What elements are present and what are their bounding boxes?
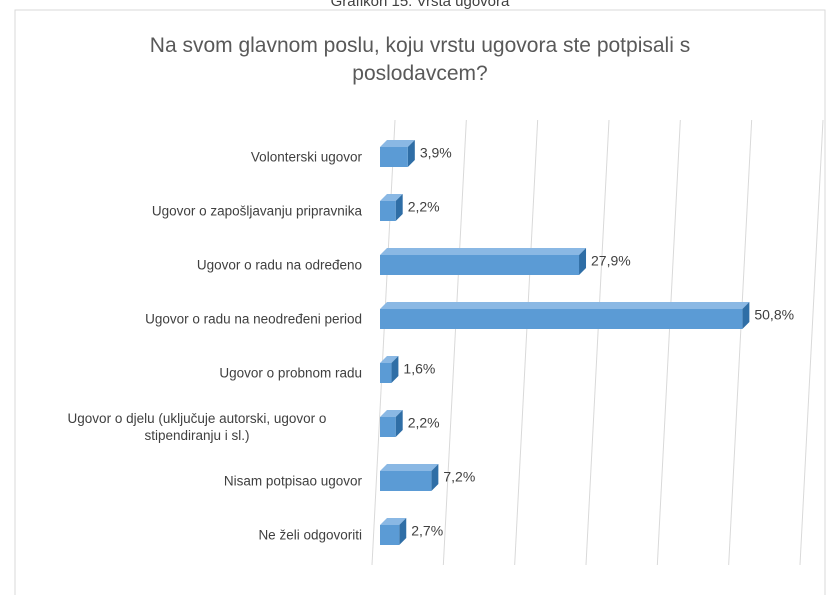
bar-face <box>742 302 750 329</box>
value-label: 1,6% <box>403 361 435 377</box>
bar-face <box>380 302 750 309</box>
bar <box>380 464 439 491</box>
grid-line <box>799 119 824 566</box>
bar <box>380 140 415 167</box>
category-label: Nisam potpisao ugovor <box>223 473 362 489</box>
bar-face <box>380 194 403 201</box>
bar-face <box>391 356 399 383</box>
bar <box>380 194 403 221</box>
bar-face <box>407 140 415 167</box>
bar-face <box>431 464 439 491</box>
bar <box>380 410 403 437</box>
category-label: Ugovor o radu na određeno <box>196 257 362 273</box>
bar-face <box>380 255 580 275</box>
grid-line <box>442 119 467 566</box>
bar-face <box>380 363 392 383</box>
value-label: 2,7% <box>411 523 443 539</box>
category-label: Volonterski ugovor <box>250 149 362 165</box>
value-label: 2,2% <box>408 415 440 431</box>
grid-line <box>656 119 681 566</box>
bar-face <box>380 356 399 363</box>
bar-face <box>380 525 400 545</box>
bar-face <box>380 140 415 147</box>
value-label: 50,8% <box>754 307 794 323</box>
bar <box>380 356 399 383</box>
bar <box>380 518 407 545</box>
grid-line <box>728 119 753 566</box>
bar-face <box>380 147 408 167</box>
value-label: 7,2% <box>443 469 475 485</box>
bar-face <box>380 248 587 255</box>
category-label: Ugovor o probnom radu <box>219 365 362 381</box>
grid-line <box>371 119 396 566</box>
bar-face <box>395 410 403 437</box>
chart-title: Na svom glavnom poslu, koju vrstu ugovor… <box>149 34 691 85</box>
grid-line <box>514 119 539 566</box>
bar-face <box>380 471 432 491</box>
bar-face <box>399 518 407 545</box>
bar-face <box>395 194 403 221</box>
category-label: Ne želi odgovoriti <box>258 527 362 543</box>
bar-face <box>579 248 587 275</box>
category-label: Ugovor o radu na neodređeni period <box>145 311 362 327</box>
bar-face <box>380 201 396 221</box>
grid-line <box>585 119 610 566</box>
caption: Grafikon 15: Vrsta ugovora <box>331 0 510 10</box>
bar <box>380 248 587 275</box>
category-label: Ugovor o djelu (uključuje autorski, ugov… <box>67 411 327 443</box>
bar-face <box>380 417 396 437</box>
chart-frame <box>14 9 826 595</box>
bar-face <box>380 518 407 525</box>
bar-face <box>380 309 743 329</box>
bar-face <box>380 410 403 417</box>
value-label: 2,2% <box>408 199 440 215</box>
value-label: 3,9% <box>420 145 452 161</box>
value-label: 27,9% <box>591 253 631 269</box>
category-label: Ugovor o zapošljavanju pripravnika <box>151 203 362 219</box>
bar <box>380 302 750 329</box>
bar-face <box>380 464 439 471</box>
